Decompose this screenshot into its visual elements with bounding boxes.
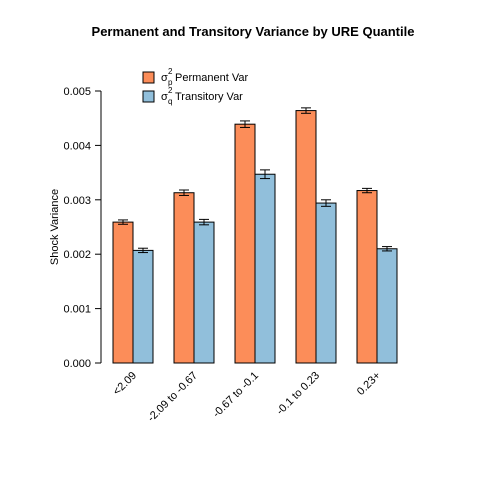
y-tick-label: 0.005: [63, 86, 91, 98]
legend-subscript: q: [168, 97, 172, 106]
bar: [316, 203, 336, 363]
legend-superscript: 2: [168, 67, 173, 76]
legend-superscript: 2: [168, 86, 173, 95]
bar: [357, 191, 377, 363]
y-axis-label: Shock Variance: [49, 189, 61, 265]
x-tick-label: -0.67 to -0.1: [211, 370, 261, 420]
y-tick-label: 0.004: [63, 140, 91, 152]
y-tick-label: 0.002: [63, 249, 91, 261]
bar: [133, 250, 153, 363]
legend-label: Permanent Var: [175, 72, 249, 84]
x-tick-label: -2.09 to -0.67: [145, 370, 200, 425]
x-axis-tick-labels: <2.09 -2.09 to -0.67 -0.67 to -0.1 -0.1 to …: [111, 370, 383, 425]
x-tick-label: <2.09: [111, 370, 139, 398]
y-tick-label: 0.003: [63, 195, 91, 207]
chart-title: Permanent and Transitory Variance by URE…: [92, 24, 415, 39]
bar: [235, 124, 255, 363]
bar: [296, 111, 316, 363]
legend-symbol: σ: [161, 72, 168, 84]
x-tick-label: -0.1 to 0.23: [274, 370, 322, 418]
y-axis: 0.000 0.001 0.002 0.003 0.004 0.005: [63, 86, 101, 370]
legend-swatch: [143, 72, 154, 83]
bars: [113, 111, 397, 363]
bar: [194, 222, 214, 363]
bar: [255, 174, 275, 363]
x-tick-label: 0.23+: [355, 370, 383, 398]
y-tick-label: 0.001: [63, 304, 91, 316]
bar: [377, 249, 397, 363]
y-tick-label: 0.000: [63, 358, 91, 370]
bar: [113, 222, 133, 363]
legend-symbol: σ: [161, 91, 168, 103]
legend-swatch: [143, 91, 154, 102]
bar: [174, 193, 194, 363]
legend-label: Transitory Var: [175, 91, 243, 103]
